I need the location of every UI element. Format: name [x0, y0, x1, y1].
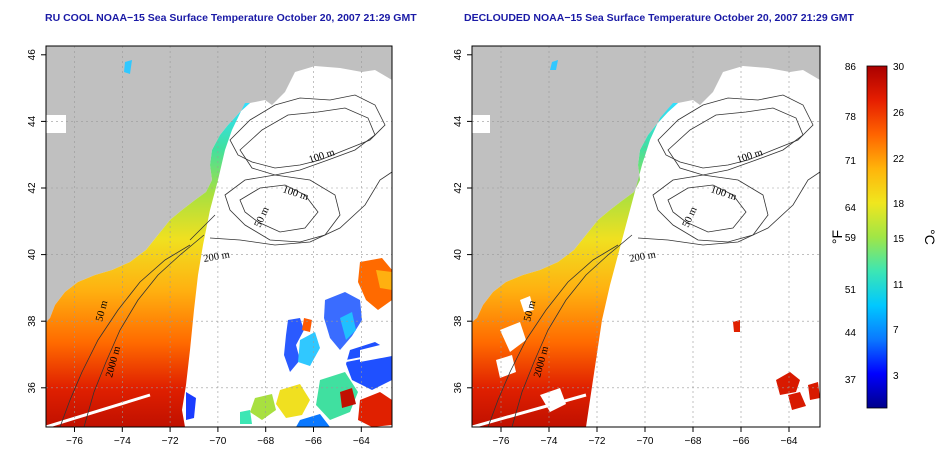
sst-swath — [472, 103, 678, 427]
contour-label: 200 m — [629, 250, 657, 265]
lat-tick-label: 46 — [27, 49, 38, 61]
land-mass — [46, 46, 392, 322]
celsius-tick-label: 3 — [893, 371, 899, 382]
lon-tick-label: −74 — [114, 436, 131, 447]
swath-edge — [299, 351, 392, 371]
lon-tick-label: −66 — [305, 436, 322, 447]
lat-tick-label: 42 — [27, 182, 38, 194]
lat-tick-label: 42 — [453, 182, 464, 194]
lon-tick-label: −72 — [589, 436, 606, 447]
lon-tick-label: −70 — [637, 436, 654, 447]
colorbar-gradient — [866, 65, 888, 409]
bathymetry-contours — [487, 94, 820, 427]
temperature-colorbar: 86 78 71 64 59 51 44 37 30 26 22 18 15 1… — [829, 62, 938, 409]
swath-edge — [46, 393, 151, 427]
fahrenheit-tick-label: 78 — [845, 112, 857, 123]
fahrenheit-unit-label: °F — [829, 230, 845, 244]
tick-marks — [467, 54, 790, 432]
lat-tick-label: 40 — [27, 249, 38, 261]
left-map-panel: RU COOL NOAA−15 Sea Surface Temperature … — [27, 12, 417, 447]
celsius-tick-label: 15 — [893, 234, 905, 245]
fahrenheit-tick-label: 59 — [845, 233, 857, 244]
lat-tick-label: 44 — [453, 115, 464, 127]
bathymetry-contours — [59, 94, 392, 427]
lon-tick-labels: −76 −74 −72 −70 −68 −66 −64 — [66, 436, 370, 447]
lat-tick-label: 38 — [453, 315, 464, 327]
fahrenheit-tick-label: 51 — [845, 285, 857, 296]
lon-tick-label: −68 — [257, 436, 274, 447]
lon-tick-label: −64 — [353, 436, 370, 447]
celsius-unit-label: °C — [922, 229, 938, 245]
cloud-patch — [472, 115, 490, 133]
map-frame — [45, 45, 393, 428]
grid-lines — [472, 46, 820, 427]
lat-tick-label: 44 — [27, 115, 38, 127]
celsius-tick-label: 7 — [893, 325, 899, 336]
sst-fragments — [550, 60, 820, 410]
celsius-tick-label: 30 — [893, 62, 905, 73]
fahrenheit-tick-label: 44 — [845, 328, 857, 339]
fahrenheit-tick-label: 37 — [845, 375, 857, 386]
fahrenheit-tick-label: 64 — [845, 203, 857, 214]
lon-tick-label: −66 — [733, 436, 750, 447]
celsius-tick-label: 11 — [893, 280, 904, 291]
swath-edge — [472, 393, 587, 427]
lon-tick-label: −74 — [541, 436, 558, 447]
fahrenheit-tick-label: 86 — [845, 62, 857, 73]
cloud-speckle-left — [124, 60, 392, 427]
right-map-panel: DECLOUDED NOAA−15 Sea Surface Temperatur… — [453, 12, 854, 447]
map-frame — [471, 45, 821, 428]
lon-tick-labels: −76 −74 −72 −70 −68 −66 −64 — [493, 436, 798, 447]
lat-tick-label: 36 — [27, 382, 38, 394]
lon-tick-label: −64 — [781, 436, 798, 447]
contour-label: 200 m — [203, 250, 231, 265]
lat-tick-label: 46 — [453, 49, 464, 61]
lat-tick-labels: 36 38 40 42 44 46 — [27, 49, 38, 394]
lat-tick-labels: 36 38 40 42 44 46 — [453, 49, 464, 394]
grid-lines — [46, 46, 392, 427]
left-panel-title: RU COOL NOAA−15 Sea Surface Temperature … — [45, 12, 417, 24]
lat-tick-label: 38 — [27, 315, 38, 327]
lon-tick-label: −76 — [493, 436, 510, 447]
celsius-tick-label: 26 — [893, 108, 905, 119]
right-panel-title: DECLOUDED NOAA−15 Sea Surface Temperatur… — [464, 12, 854, 24]
sst-swath — [46, 103, 250, 427]
contour-label: 50 m — [522, 299, 538, 322]
lon-tick-label: −68 — [685, 436, 702, 447]
lon-tick-label: −72 — [162, 436, 179, 447]
contour-label: 50 m — [94, 299, 110, 322]
fahrenheit-ticks: 86 78 71 64 59 51 44 37 — [845, 62, 857, 386]
lat-tick-label: 40 — [453, 249, 464, 261]
land-mass — [472, 46, 820, 322]
lat-tick-label: 36 — [453, 382, 464, 394]
cloud-patch — [46, 115, 66, 133]
celsius-tick-label: 18 — [893, 199, 905, 210]
celsius-ticks: 30 26 22 18 15 11 7 3 — [893, 62, 905, 382]
lon-tick-label: −76 — [66, 436, 83, 447]
tick-marks — [41, 54, 362, 432]
celsius-tick-label: 22 — [893, 154, 905, 165]
lon-tick-label: −70 — [209, 436, 226, 447]
fahrenheit-tick-label: 71 — [845, 156, 857, 167]
